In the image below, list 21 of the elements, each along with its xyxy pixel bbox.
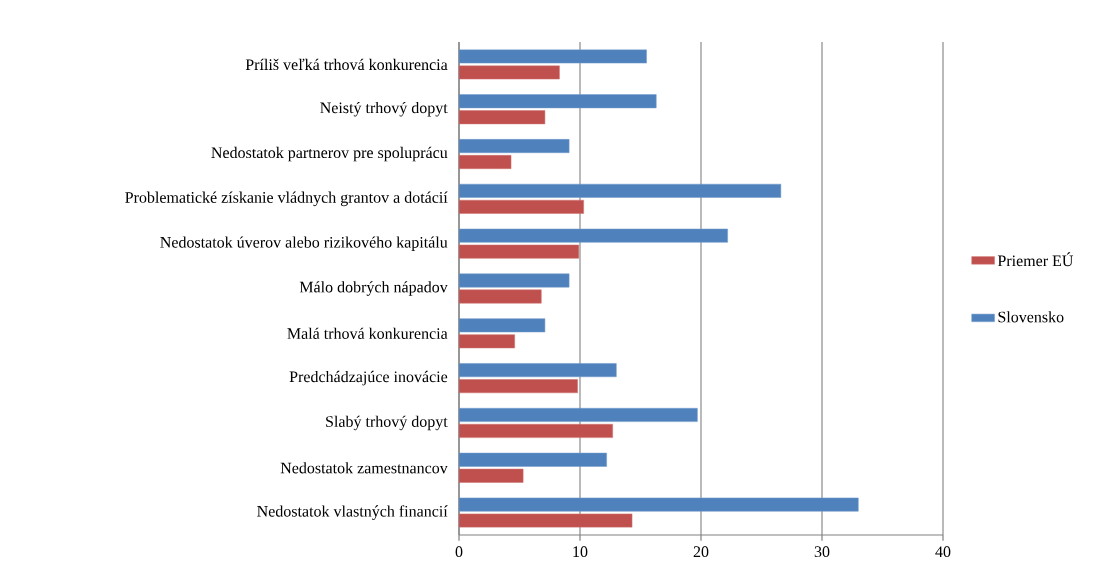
y-tick-label: Malá trhová konkurencia	[287, 327, 448, 339]
x-tick-label: 30	[814, 546, 830, 558]
y-tick-label: Neistý trhový dopyt	[320, 101, 448, 117]
x-tick-label: 20	[693, 546, 709, 558]
y-tick-label: Problematické získanie vládnych grantov a dotácií	[125, 191, 448, 207]
y-tick-label: Nedostatok úverov alebo rizikového kapitálu	[160, 236, 448, 251]
x-tick-label: 10	[573, 546, 588, 558]
y-tick-label: Nedostatok zamestnancov	[280, 462, 448, 474]
x-tick-label: 0	[455, 546, 463, 558]
bar	[459, 273, 570, 288]
y-tick-label: Príliš veľká trhová konkurencia	[245, 58, 448, 71]
y-tick-label: Nedostatok partnerov pre spoluprácu	[211, 146, 448, 162]
y-tick-label: Slabý trhový dopyt	[326, 415, 448, 431]
y-tick-label: Predchádzajúce inovácie	[289, 370, 448, 386]
bar	[459, 289, 542, 304]
y-tick-label: Málo dobrých nápadov	[299, 281, 448, 296]
legend-label: Priemer EÚ	[997, 252, 1074, 267]
bar	[459, 497, 859, 512]
legend-label: Slovensko	[998, 311, 1064, 323]
x-tick-label: 40	[935, 546, 951, 558]
y-tick-label: Nedostatok vlastných financií	[257, 505, 448, 520]
